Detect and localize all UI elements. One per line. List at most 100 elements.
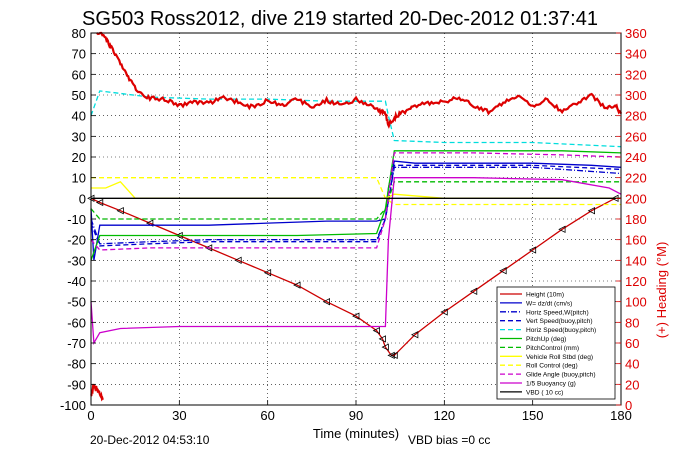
y-tick-label: -30: [67, 253, 86, 268]
chart-title: SG503 Ross2012, dive 219 started 20-Dec-…: [82, 8, 598, 30]
series-marker: [378, 335, 386, 343]
legend-label: Horiz Speed,W(pitch): [526, 309, 589, 316]
legend-label: Glide Angle (buoy,pitch): [526, 372, 596, 379]
x-tick-label: 150: [522, 408, 544, 423]
series-line: [90, 152, 622, 251]
series-marker: [234, 256, 242, 264]
legend-label: 1/5 Buoyancy (g): [526, 381, 576, 388]
footer-vbd-bias: VBD bias =0 cc: [408, 433, 490, 447]
x-axis-label: Time (minutes): [313, 426, 399, 441]
y2-tick-label: 200: [625, 191, 647, 206]
y2-tick-label: 120: [625, 274, 647, 289]
series-marker: [499, 267, 507, 275]
legend-label: W= dz/dt (cm/s): [526, 300, 572, 307]
y-tick-label: -10: [67, 212, 86, 227]
series-marker: [440, 308, 448, 316]
legend-label: PitchControl (mm): [526, 345, 579, 352]
y2-tick-label: 180: [625, 212, 647, 227]
y-tick-label: 60: [72, 67, 86, 82]
legend-label: Horiz Speed(buoy,pitch): [526, 327, 596, 334]
y-tick-label: -60: [67, 315, 86, 330]
series-marker: [387, 351, 395, 360]
y-tick-label: -50: [67, 295, 86, 310]
legend-label: Height (10m): [526, 292, 564, 299]
series-line: [90, 150, 622, 261]
y2-tick-label: 280: [625, 109, 647, 124]
series-line: [90, 197, 616, 357]
y2-tick-label: 320: [625, 67, 647, 82]
series-line: [91, 177, 621, 206]
series-marker: [95, 198, 104, 207]
series-marker: [116, 207, 124, 215]
y-tick-label: -70: [67, 336, 86, 351]
legend: Height (10m)W= dz/dt (cm/s) Horiz Speed,W…: [496, 286, 616, 400]
y2-tick-label: 260: [625, 129, 647, 144]
y2-tick-label: 40: [625, 357, 639, 372]
y2-tick-label: 100: [625, 295, 647, 310]
series-marker: [322, 298, 330, 306]
y2-tick-label: 80: [625, 315, 639, 330]
legend-label: Roll Control (deg): [526, 363, 578, 370]
series-marker: [263, 269, 272, 277]
x-tick-label: 180: [610, 408, 632, 423]
series-line: [90, 177, 622, 346]
y2-tick-label: 360: [625, 26, 647, 41]
y2-axis-ticks: 0 20 40 60 80 100 120 140 160 180 200 220 240 260 280 3…: [616, 26, 647, 413]
legend-label: Vehicle Roll Stbd (deg): [526, 354, 593, 361]
series-line: [90, 164, 622, 247]
y-tick-label: -90: [67, 377, 86, 392]
y-tick-label: -20: [67, 233, 86, 248]
series-marker: [558, 225, 566, 233]
y2-tick-label: 300: [625, 88, 647, 103]
series-marker: [469, 287, 478, 295]
y-tick-label: 40: [72, 109, 86, 124]
x-tick-label: 90: [349, 408, 363, 423]
series-line: [90, 383, 104, 402]
y2-tick-label: 160: [625, 233, 647, 248]
y-axis-ticks: -100-90-80-70-60-50-40-30-20-10010203040…: [60, 26, 96, 413]
x-axis-ticks: 0 30 60 90 120 150 180: [87, 400, 632, 423]
x-tick-label: 120: [433, 408, 455, 423]
y-tick-label: -40: [67, 274, 86, 289]
series-group: [87, 31, 623, 402]
x-tick-label: 60: [260, 408, 274, 423]
y2-tick-label: 60: [625, 336, 639, 351]
legend-box: [496, 286, 616, 400]
y2-axis-label: (+) Heading (°M): [654, 242, 669, 339]
series-line: [90, 166, 622, 245]
legend-label: Vert Speed(buoy,pitch): [526, 318, 593, 325]
series-marker: [381, 343, 389, 351]
y-tick-label: 30: [72, 129, 86, 144]
legend-label: PitchUp (deg): [526, 336, 566, 343]
y-tick-label: 0: [79, 191, 86, 206]
y-tick-label: 50: [72, 88, 86, 103]
y-tick-label: 10: [72, 171, 86, 186]
y2-tick-label: 340: [625, 47, 647, 62]
series-line: [96, 31, 623, 129]
series-line: [90, 181, 621, 220]
series-marker: [204, 244, 213, 252]
y-tick-label: 80: [72, 26, 86, 41]
x-tick-label: 0: [87, 408, 94, 423]
y2-tick-label: 140: [625, 253, 647, 268]
legend-label: VBD ( 10 cc): [526, 389, 563, 396]
series-marker: [352, 312, 360, 320]
series-marker: [587, 207, 595, 215]
series-line: [90, 160, 622, 261]
footer-timestamp: 20-Dec-2012 04:53:10: [90, 433, 210, 447]
y-tick-label: -100: [60, 398, 86, 413]
series-marker: [528, 246, 537, 254]
y-tick-label: -80: [67, 357, 86, 372]
y2-tick-label: 20: [625, 377, 639, 392]
y2-tick-label: 240: [625, 150, 647, 165]
series-line: [90, 90, 622, 148]
series-marker: [390, 351, 398, 360]
y2-tick-label: 220: [625, 171, 647, 186]
y-tick-label: 70: [72, 47, 86, 62]
series-marker: [293, 281, 301, 289]
y2-tick-label: 0: [625, 398, 632, 413]
series-marker: [411, 331, 419, 339]
y-tick-label: 20: [72, 150, 86, 165]
x-tick-label: 30: [172, 408, 186, 423]
